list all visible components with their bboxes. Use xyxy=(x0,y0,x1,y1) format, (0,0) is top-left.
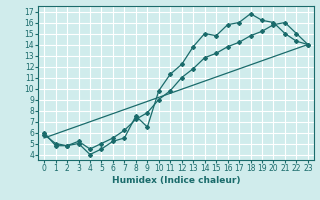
X-axis label: Humidex (Indice chaleur): Humidex (Indice chaleur) xyxy=(112,176,240,185)
